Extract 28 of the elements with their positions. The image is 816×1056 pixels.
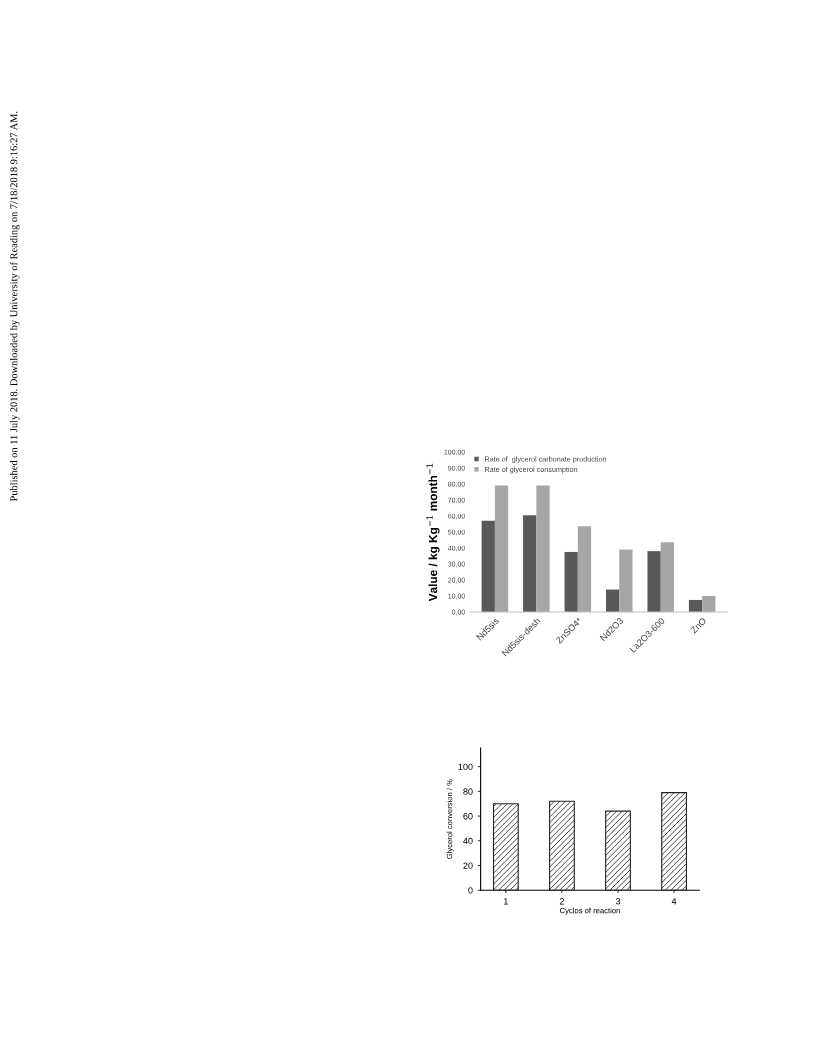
y-tick-label: 40: [463, 837, 473, 845]
bar: [564, 551, 578, 612]
bar: [605, 810, 631, 891]
text: Published on 11 July 2018. Downloaded by University of Reading on 7/18/2018 9:16:27 AM.: [9, 111, 20, 502]
bar: [660, 542, 674, 612]
x-tick-label: 3: [615, 898, 621, 905]
bar: [523, 515, 537, 612]
y-tick-label: 60: [463, 813, 473, 820]
bar: [536, 485, 550, 612]
y-tick-label: 20: [463, 862, 473, 869]
bar: [494, 485, 509, 612]
bar: [549, 800, 575, 891]
y-tick-label: 0: [468, 887, 473, 894]
y-axis-title: Value / kg Kg$^{−1}$ month$^{−1}$: [426, 463, 440, 602]
bar: [606, 589, 620, 612]
bar: [702, 595, 716, 612]
bar: [492, 803, 519, 891]
bar: [661, 792, 687, 891]
x-tick-label: 4: [671, 898, 677, 905]
y-tick-label: 100: [458, 763, 473, 771]
x-tick-label: 2: [559, 898, 564, 905]
bar: [619, 549, 633, 612]
x-tick-label: 1: [504, 898, 508, 905]
bar: [647, 551, 661, 612]
bar: [481, 520, 495, 612]
bar: [688, 599, 703, 612]
y-tick-label: 80: [463, 788, 473, 795]
bar: [577, 526, 592, 612]
